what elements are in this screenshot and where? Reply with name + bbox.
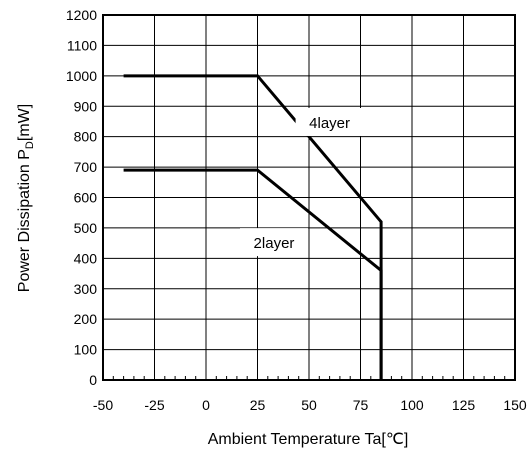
x-axis-label: Ambient Temperature Ta[℃] xyxy=(208,431,409,448)
y-tick-label: 400 xyxy=(74,250,98,266)
y-tick-label: 1000 xyxy=(66,68,97,84)
series-annotation-2layer: 2layer xyxy=(254,235,295,252)
y-tick-label: 200 xyxy=(74,311,98,327)
series-annotation-4layer: 4layer xyxy=(309,115,350,132)
x-tick-label: 25 xyxy=(250,397,266,413)
y-tick-label: 1100 xyxy=(67,37,97,53)
y-tick-label: 0 xyxy=(89,372,97,388)
x-tick-label: 50 xyxy=(301,397,317,413)
x-tick-labels: -50 -25 0 25 50 75 100 125 150 xyxy=(93,397,527,413)
annotation-background xyxy=(295,107,364,136)
series-lines xyxy=(123,74,383,380)
plot-area-frame xyxy=(102,14,516,381)
y-axis-label: Power Dissipation PD[mW] xyxy=(16,104,36,292)
y-tick-label: 700 xyxy=(74,159,98,175)
y-tick-label: 500 xyxy=(74,220,98,236)
x-tick-label: -50 xyxy=(93,397,113,413)
y-tick-label: 600 xyxy=(74,190,98,206)
y-tick-label: 1200 xyxy=(66,7,97,23)
x-tick-label: 125 xyxy=(452,397,476,413)
y-tick-label: 900 xyxy=(74,98,98,114)
x-tick-label: -25 xyxy=(144,397,164,413)
annotation-background xyxy=(239,228,308,257)
series-line-2layer xyxy=(123,168,383,380)
x-tick-label: 100 xyxy=(400,397,424,413)
y-axis-label-main: Power Dissipation P xyxy=(16,149,33,292)
minor-ticks xyxy=(112,376,506,380)
y-tick-label: 800 xyxy=(74,129,98,145)
y-tick-labels: 0 100 200 300 400 500 600 700 800 900 1000 1100 1200 xyxy=(66,7,97,388)
x-tick-label: 75 xyxy=(353,397,369,413)
y-axis-label-unit: [mW] xyxy=(16,104,33,141)
y-tick-label: 300 xyxy=(74,281,98,297)
x-tick-label: 150 xyxy=(503,397,527,413)
y-tick-label: 100 xyxy=(74,342,98,358)
y-axis-label-subscript: D xyxy=(24,141,36,149)
series-annotations: 4layer 2layer xyxy=(239,107,364,257)
grid xyxy=(103,15,515,380)
x-tick-label: 0 xyxy=(202,397,210,413)
